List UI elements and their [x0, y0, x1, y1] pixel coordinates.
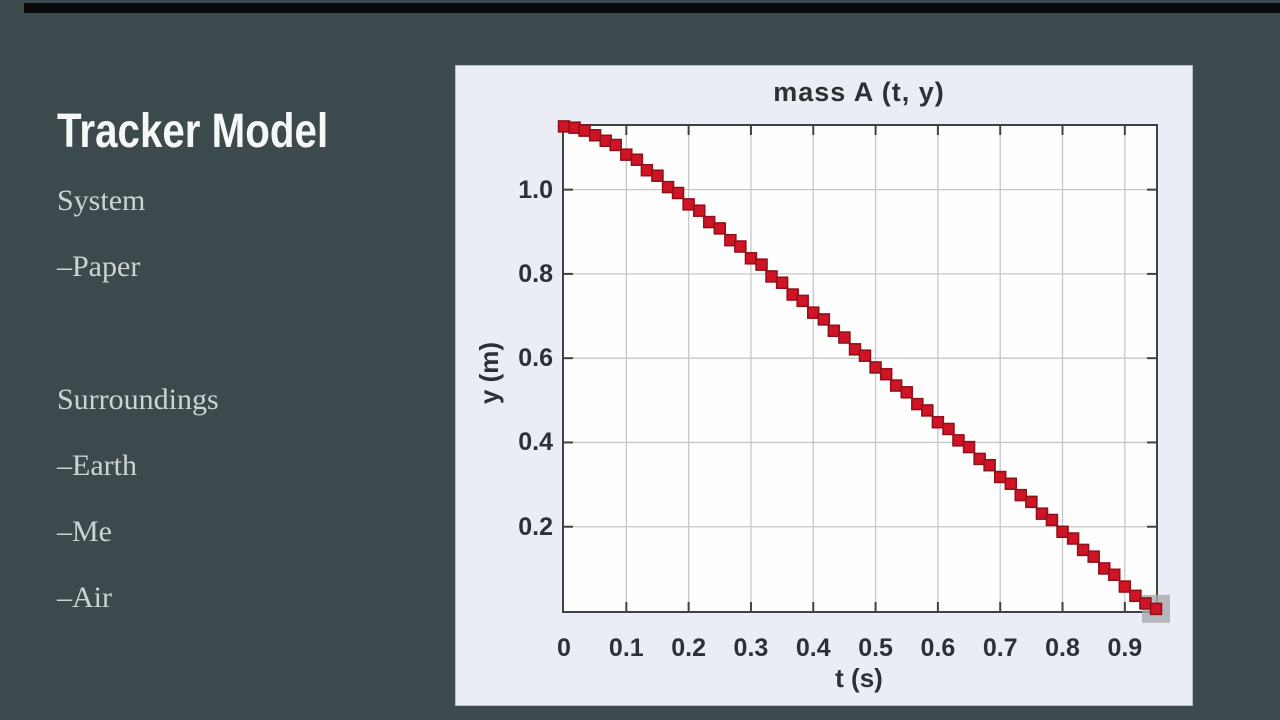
- data-point-marker: [931, 415, 945, 429]
- data-point-marker: [620, 148, 633, 161]
- data-point-marker: [765, 270, 778, 283]
- x-tick-label: 0.3: [733, 634, 769, 662]
- data-point-marker: [921, 404, 934, 417]
- data-point-marker: [993, 470, 1007, 484]
- video-letterbox-bar: [24, 3, 1280, 13]
- y-tick-label: 0.4: [518, 428, 553, 457]
- y-tick-label: 0.2: [518, 512, 553, 541]
- data-point-marker: [889, 379, 903, 392]
- data-point-marker: [786, 288, 799, 301]
- data-point-marker: [962, 440, 976, 454]
- x-tick-label: 0.8: [1045, 634, 1080, 662]
- data-point-marker: [682, 198, 695, 211]
- x-tick-label: 0.2: [671, 634, 706, 662]
- x-tick-label: 0: [557, 634, 571, 662]
- data-point-marker: [858, 349, 872, 362]
- data-point-marker: [1149, 602, 1163, 616]
- data-point-marker: [734, 240, 747, 253]
- data-point-marker: [651, 169, 664, 182]
- y-tick-label: 0.8: [518, 259, 553, 288]
- list-item: –Air: [57, 581, 112, 614]
- x-tick-label: 0.9: [1107, 634, 1143, 662]
- data-point-marker: [973, 452, 986, 466]
- list-item: Surroundings: [57, 383, 219, 416]
- data-point-marker: [578, 124, 591, 137]
- data-point-marker: [588, 129, 602, 142]
- x-tick-label: 0.7: [982, 634, 1018, 662]
- data-point-marker: [983, 458, 996, 472]
- list-item: –Earth: [57, 449, 137, 482]
- list-item: –Me: [57, 515, 112, 548]
- data-point-marker: [1139, 597, 1152, 610]
- y-tick-label: 1.0: [518, 175, 553, 204]
- data-point-marker: [838, 331, 851, 344]
- x-tick-label: 0.4: [795, 634, 831, 662]
- data-point-marker: [1076, 543, 1090, 557]
- data-point-marker: [1087, 550, 1100, 563]
- slide-bullet-list: System –Paper Surroundings –Earth –Me –Air: [57, 186, 219, 649]
- data-point-marker: [775, 276, 789, 290]
- list-item: System: [57, 184, 146, 217]
- data-point-marker: [1045, 513, 1059, 527]
- data-point-marker: [911, 397, 924, 411]
- data-point-marker: [869, 361, 882, 374]
- data-point-marker: [1066, 532, 1080, 545]
- data-point-marker: [1129, 589, 1142, 603]
- x-tick-label: 0.5: [858, 634, 893, 662]
- plot-area: [557, 120, 1170, 623]
- data-point-marker: [1056, 525, 1069, 539]
- data-point-marker: [755, 258, 768, 271]
- data-point-marker: [1004, 477, 1018, 490]
- list-item: –Paper: [57, 250, 141, 283]
- data-point-marker: [900, 386, 913, 399]
- data-point-marker: [952, 434, 965, 447]
- x-tick-label: 0.6: [920, 634, 956, 662]
- y-tick-label: 0.6: [518, 344, 553, 373]
- data-point-marker: [744, 252, 758, 265]
- data-point-marker: [630, 153, 644, 166]
- data-point-marker: [1118, 580, 1132, 593]
- chart-panel: mass A (t, y) y (m) t (s) 0 0.1 0.2 0.3 0.4 0…: [455, 65, 1193, 706]
- slide-title: Tracker Model: [57, 105, 329, 159]
- plot-svg: [557, 120, 1170, 623]
- data-point-marker: [671, 186, 685, 200]
- data-point-marker: [879, 367, 893, 381]
- data-point-marker: [827, 324, 841, 338]
- data-point-marker: [1107, 568, 1121, 582]
- data-point-marker: [557, 120, 571, 133]
- data-point-marker: [796, 294, 809, 308]
- data-point-marker: [1025, 495, 1038, 509]
- x-axis-label: t (s): [835, 663, 883, 693]
- data-point-marker: [713, 222, 727, 235]
- data-point-marker: [848, 343, 862, 356]
- data-point-marker: [1035, 507, 1049, 520]
- data-point-marker: [724, 233, 737, 247]
- data-point-marker: [1014, 488, 1028, 502]
- x-tick-label: 0.1: [608, 634, 644, 662]
- data-point-marker: [1098, 562, 1111, 575]
- data-point-marker: [640, 163, 654, 177]
- chart-title: mass A (t, y): [773, 77, 945, 107]
- data-point-marker: [942, 422, 955, 436]
- data-point-marker: [692, 204, 706, 217]
- data-point-marker: [817, 313, 831, 326]
- data-point-marker: [609, 138, 622, 152]
- data-point-marker: [807, 306, 820, 319]
- data-point-marker: [702, 215, 716, 229]
